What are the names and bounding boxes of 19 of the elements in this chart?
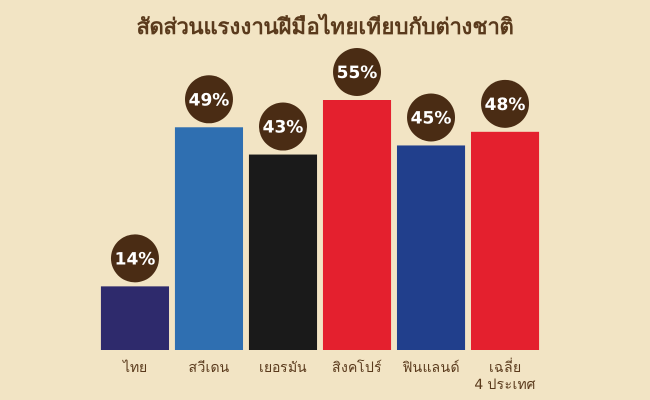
- data-label: 48%: [484, 94, 526, 115]
- x-tick-label: เฉลี่ย 4 ประเทศ: [474, 358, 536, 393]
- data-label: 45%: [410, 108, 452, 128]
- data-label: 49%: [188, 90, 230, 110]
- bar: [174, 127, 244, 350]
- data-label: 43%: [262, 118, 304, 138]
- x-tick-label: สวีเดน: [188, 360, 230, 376]
- x-tick-label: เยอรมัน: [258, 360, 307, 376]
- chart-title: สัดส่วนแรงงานฝีมือไทยเทียบกับต่างชาติ: [136, 13, 514, 40]
- x-tick-label: ฟินแลนด์: [402, 359, 460, 376]
- bar: [100, 286, 170, 350]
- x-tick-label: สิงคโปร์: [332, 359, 382, 376]
- x-tick-label: ไทย: [122, 359, 147, 376]
- bar: [248, 154, 318, 350]
- bar: [470, 132, 540, 350]
- bar: [322, 100, 392, 350]
- data-label: 14%: [114, 249, 156, 270]
- bar: [396, 145, 466, 350]
- data-label: 55%: [336, 63, 378, 83]
